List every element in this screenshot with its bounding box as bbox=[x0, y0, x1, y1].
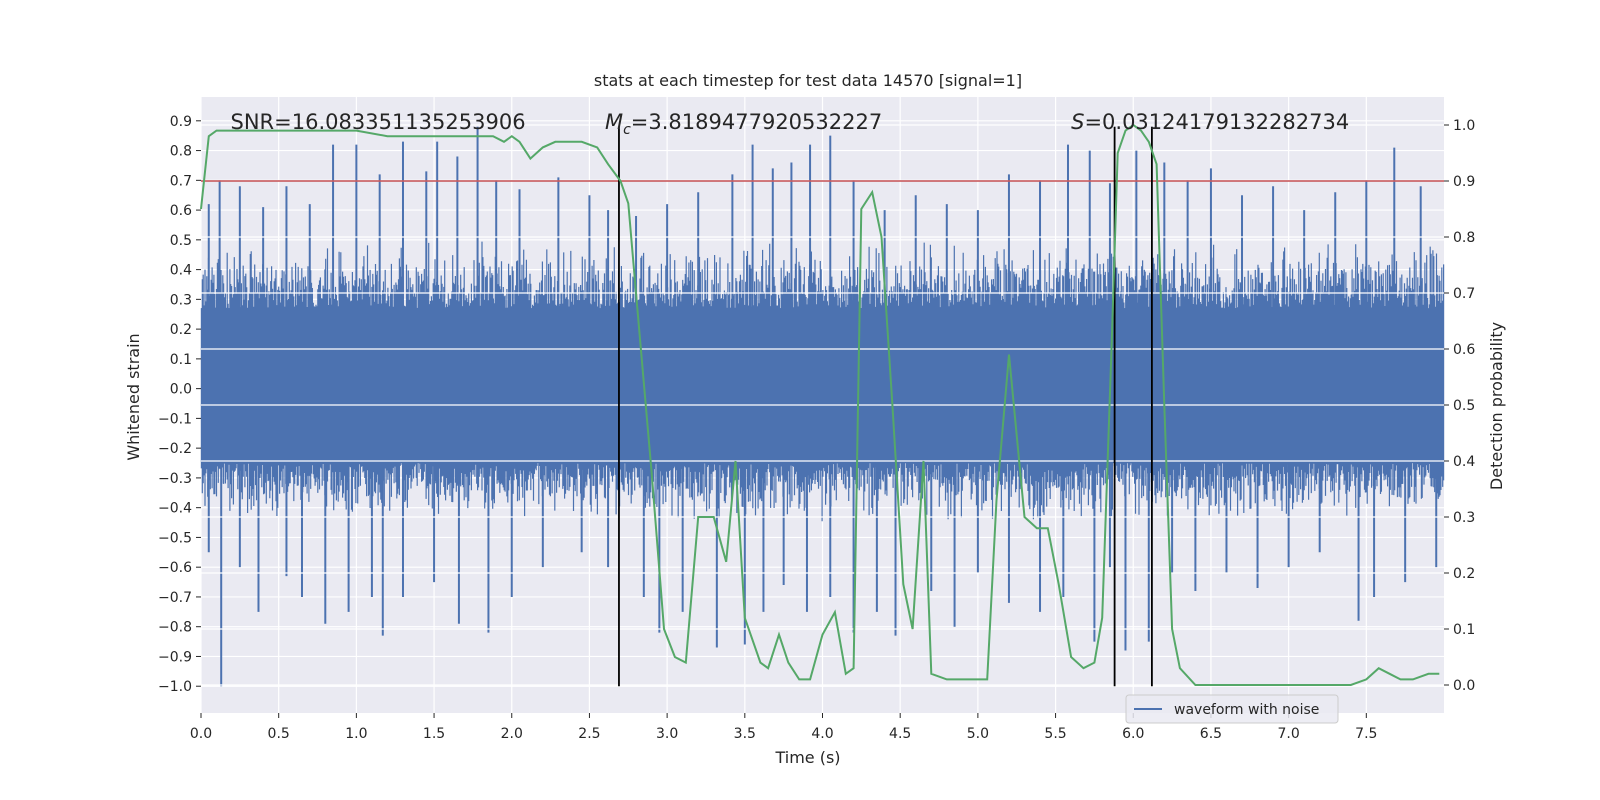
y-right-tick-label: 0.7 bbox=[1453, 286, 1475, 302]
y-left-tick-label: −0.4 bbox=[158, 501, 192, 517]
overlay-grid-lines bbox=[201, 124, 1444, 686]
legend-label-waveform: waveform with noise bbox=[1174, 702, 1319, 718]
x-tick-label: 2.5 bbox=[578, 726, 600, 742]
x-tick-label: 6.0 bbox=[1122, 726, 1144, 742]
legend-box bbox=[1125, 694, 1339, 724]
y-left-tick-label: −0.3 bbox=[158, 471, 192, 487]
y-left-tick-label: 0.3 bbox=[170, 292, 192, 308]
y-right-ticks: 1.0 0.9 0.8 0.7 0.6 0.5 0.4 0.3 0.2 0.1 0.0 bbox=[1444, 118, 1475, 694]
y-right-tick-label: 0.1 bbox=[1453, 622, 1475, 638]
y-left-axis-label: Whitened strain bbox=[124, 333, 143, 460]
annotation-1: Mc=3.8189477920532227 bbox=[605, 110, 882, 138]
y-right-tick-label: 0.8 bbox=[1453, 230, 1475, 246]
x-tick-label: 1.5 bbox=[423, 726, 445, 742]
y-left-tick-label: −0.1 bbox=[158, 411, 192, 427]
x-tick-label: 3.0 bbox=[656, 726, 678, 742]
x-tick-label: 2.0 bbox=[501, 726, 523, 742]
y-right-tick-label: 0.2 bbox=[1453, 566, 1475, 582]
waveform-series bbox=[200, 126, 1445, 687]
x-tick-label: 4.0 bbox=[811, 726, 833, 742]
y-left-tick-label: 0.0 bbox=[170, 382, 192, 398]
y-left-tick-label: −0.9 bbox=[158, 649, 192, 665]
x-tick-label: 0.5 bbox=[268, 726, 290, 742]
y-left-tick-label: −0.7 bbox=[158, 590, 192, 606]
x-tick-label: 0.0 bbox=[190, 726, 212, 742]
chart-title: stats at each timestep for test data 145… bbox=[594, 71, 1022, 90]
y-left-tick-label: 0.8 bbox=[170, 144, 192, 160]
x-tick-label: 5.0 bbox=[967, 726, 989, 742]
probability-series-line bbox=[200, 123, 1440, 686]
y-left-tick-label: 0.5 bbox=[170, 233, 192, 249]
y-left-tick-label: −1.0 bbox=[158, 679, 192, 695]
x-tick-label: 5.5 bbox=[1044, 726, 1066, 742]
x-axis-label: Time (s) bbox=[774, 748, 840, 767]
y-right-tick-label: 0.4 bbox=[1453, 454, 1475, 470]
annotations: SNR=16.083351135253906 Mc=3.8189477920532… bbox=[231, 110, 1350, 138]
y-right-axis-label: Detection probability bbox=[1487, 322, 1506, 490]
x-tick-label: 1.0 bbox=[345, 726, 367, 742]
y-right-tick-label: 0.5 bbox=[1453, 398, 1475, 414]
x-ticks: 0.0 0.5 1.0 1.5 2.0 2.5 3.0 3.5 4.0 4.5 5.0 5.5 6.0 6… bbox=[190, 713, 1377, 742]
y-right-tick-label: 0.0 bbox=[1453, 678, 1475, 694]
y-right-tick-label: 0.3 bbox=[1453, 510, 1475, 526]
y-left-tick-label: −0.2 bbox=[158, 441, 192, 457]
waveform-core-band bbox=[201, 308, 1444, 464]
legend: waveform with noise bbox=[1125, 694, 1339, 724]
y-right-tick-label: 1.0 bbox=[1453, 118, 1475, 134]
annotation-2: S=0.03124179132282734 bbox=[1071, 110, 1349, 134]
x-tick-label: 6.5 bbox=[1200, 726, 1222, 742]
x-tick-label: 3.5 bbox=[734, 726, 756, 742]
x-tick-label: 7.5 bbox=[1355, 726, 1377, 742]
annotation-0: SNR=16.083351135253906 bbox=[231, 110, 526, 134]
x-tick-label: 7.0 bbox=[1277, 726, 1299, 742]
y-left-tick-label: 0.4 bbox=[170, 263, 192, 279]
x-tick-label: 4.5 bbox=[889, 726, 911, 742]
y-left-ticks: 0.9 0.8 0.7 0.6 0.5 0.4 0.3 0.2 0.1 0.0 −0.1 −0.2 −0… bbox=[158, 114, 201, 695]
y-left-tick-label: −0.6 bbox=[158, 560, 192, 576]
y-left-tick-label: 0.6 bbox=[170, 203, 192, 219]
y-left-tick-label: −0.5 bbox=[158, 530, 192, 546]
y-left-tick-label: −0.8 bbox=[158, 620, 192, 636]
y-left-tick-label: 0.7 bbox=[170, 173, 192, 189]
y-left-tick-label: 0.1 bbox=[170, 352, 192, 368]
y-left-tick-label: 0.9 bbox=[170, 114, 192, 130]
y-left-tick-label: 0.2 bbox=[170, 322, 192, 338]
y-right-tick-label: 0.9 bbox=[1453, 174, 1475, 190]
y-right-tick-label: 0.6 bbox=[1453, 342, 1475, 358]
